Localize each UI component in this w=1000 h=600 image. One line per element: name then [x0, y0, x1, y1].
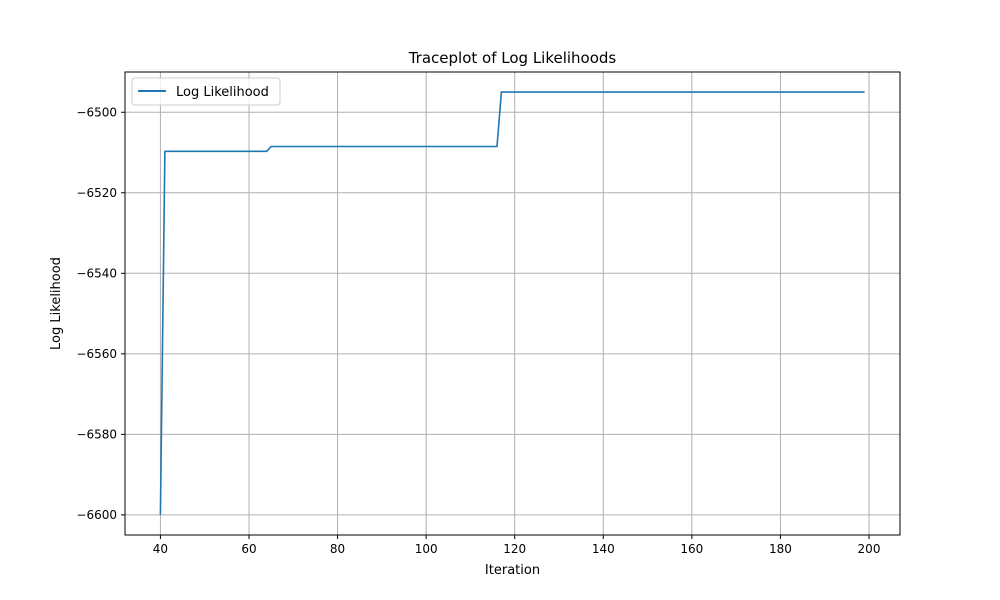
x-axis-label: Iteration: [485, 563, 540, 578]
x-tick-label: 140: [592, 542, 615, 556]
x-tick-label: 180: [769, 542, 792, 556]
legend: Log Likelihood: [131, 77, 281, 106]
chart-title: Traceplot of Log Likelihoods: [408, 49, 617, 67]
x-tick-label: 160: [680, 542, 703, 556]
x-tick-label: 100: [415, 542, 438, 556]
y-tick-label: −6500: [76, 105, 117, 119]
x-tick-label: 80: [330, 542, 345, 556]
x-tick-label: 200: [858, 542, 881, 556]
series-line: [159, 91, 865, 515]
y-tick-label: −6580: [76, 427, 117, 441]
series-layer: [159, 91, 865, 515]
plot-frame: [124, 71, 901, 536]
y-tick-label: −6560: [76, 347, 117, 361]
y-tick-label: −6540: [76, 266, 117, 280]
legend-box: [131, 77, 281, 106]
ticks: 40 60 80 100 120 140 160 180 200 −6600 −6580 −6560 −…: [76, 105, 880, 556]
grid: [125, 72, 900, 535]
y-tick-label: −6520: [76, 186, 117, 200]
x-tick-label: 40: [153, 542, 168, 556]
y-tick-label: −6600: [76, 508, 117, 522]
x-tick-label: 120: [503, 542, 526, 556]
y-axis-label: Log Likelihood: [49, 257, 64, 350]
x-tick-label: 60: [241, 542, 256, 556]
legend-label: Log Likelihood: [176, 85, 269, 100]
